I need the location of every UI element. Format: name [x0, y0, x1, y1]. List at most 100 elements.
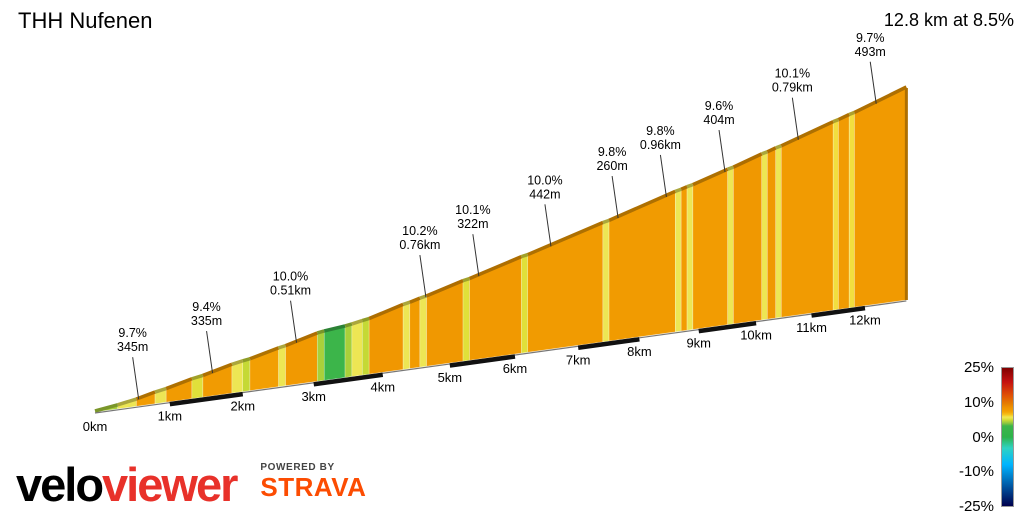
- gradient-segment: [521, 255, 529, 354]
- x-axis-tick-label: 6km: [503, 361, 528, 376]
- gradient-segment: [316, 331, 325, 382]
- gradient-segment: [848, 113, 855, 309]
- annotation-gradient: 10.0%: [527, 173, 562, 187]
- annotation-leader-line: [544, 204, 552, 247]
- gradient-segment: [727, 167, 734, 325]
- x-axis-tick-label: 11km: [796, 320, 827, 335]
- x-axis-tick-label: 4km: [370, 379, 395, 394]
- x-axis-tick-label: 0km: [83, 419, 108, 434]
- gradient-legend-labels: 25% 10% 0% -10% -25%: [959, 360, 994, 514]
- legend-label-neg25: -25%: [958, 498, 994, 515]
- legend-label-neg10: -10%: [958, 463, 994, 481]
- gradient-segment: [832, 120, 839, 311]
- x-axis-tick-label: 12km: [849, 313, 881, 328]
- profile-ridge-segment: [135, 390, 156, 401]
- gradient-segment: [278, 346, 286, 387]
- legend-label-0: 0%: [972, 428, 994, 446]
- veloviewer-logo[interactable]: veloviewer: [16, 461, 238, 508]
- profile-ridge-segment: [608, 189, 676, 222]
- profile-ridge-segment: [242, 357, 251, 363]
- profile-ridge-segment: [775, 144, 782, 150]
- annotation-length: 322m: [457, 217, 488, 231]
- gradient-segment: [527, 223, 604, 353]
- annotation-gradient: 9.7%: [856, 31, 885, 45]
- annotation-leader-line: [132, 357, 140, 400]
- veloviewer-logo-velo: velo: [16, 458, 104, 512]
- x-axis-tick-label: 7km: [566, 352, 591, 367]
- annotation-leader-line: [419, 255, 427, 298]
- profile-ridge-segment: [832, 117, 840, 124]
- annotation-leader-line: [290, 300, 298, 343]
- powered-by-strava: POWERED BY STRAVA: [260, 462, 366, 508]
- annotation-length: 260m: [596, 159, 627, 173]
- profile-ridge-segment: [361, 316, 370, 323]
- gradient-segment: [231, 361, 244, 394]
- profile-ridge-segment: [520, 252, 529, 259]
- profile-ridge-segment: [686, 182, 694, 189]
- gradient-segment: [469, 257, 522, 361]
- gradient-segment: [242, 359, 251, 392]
- annotation-length: 493m: [855, 45, 886, 59]
- gradient-segment: [680, 187, 688, 332]
- gradient-segment: [838, 115, 850, 310]
- gradient-segment: [323, 326, 346, 381]
- profile-ridge-segment: [249, 346, 280, 361]
- x-axis-tick-label: 2km: [230, 399, 255, 414]
- gradient-segment: [602, 221, 610, 343]
- axis-km-bar: [698, 320, 757, 334]
- gradient-segment: [692, 169, 728, 330]
- profile-ridge-segment: [780, 120, 834, 148]
- annotation-leader-line: [718, 129, 726, 173]
- annotation-gradient: 9.6%: [705, 99, 734, 113]
- gradient-segment: [402, 302, 411, 370]
- profile-ridge-segment: [202, 362, 233, 378]
- x-axis-tick-label: 5km: [438, 370, 463, 385]
- annotation-length: 0.51km: [270, 284, 311, 298]
- x-axis-tick-label: 8km: [627, 344, 652, 359]
- profile-ridge-segment: [231, 359, 244, 366]
- gradient-segment: [767, 148, 776, 320]
- veloviewer-logo-viewer: viewer: [102, 458, 238, 512]
- annotation-gradient: 9.4%: [192, 300, 221, 314]
- annotation-length: 0.79km: [772, 81, 813, 95]
- profile-ridge-segment: [602, 218, 610, 225]
- axis-km-bar: [577, 337, 640, 351]
- annotation-length: 0.96km: [640, 138, 681, 152]
- gradient-segment: [351, 321, 363, 377]
- annotation-gradient: 10.1%: [455, 203, 490, 217]
- profile-ridge-segment: [732, 152, 763, 169]
- profile-ridge-segment: [837, 112, 850, 122]
- legend-label-10: 10%: [963, 393, 994, 411]
- annotation-gradient: 9.7%: [118, 326, 147, 340]
- annotation-length: 404m: [703, 113, 734, 127]
- gradient-segment: [686, 185, 694, 331]
- annotation-gradient: 10.2%: [402, 224, 437, 238]
- profile-ridge-segment: [674, 187, 682, 194]
- annotation-gradient: 10.0%: [273, 270, 308, 284]
- annotation-leader-line: [472, 234, 480, 277]
- axis-km-bar: [449, 354, 516, 368]
- profile-ridge-segment: [727, 165, 734, 171]
- profile-ridge-segment: [853, 85, 908, 114]
- annotation-gradient: 9.8%: [646, 124, 675, 138]
- profile-ridge-segment: [848, 110, 856, 117]
- profile-ridge-segment: [692, 167, 729, 187]
- strava-logo[interactable]: STRAVA: [260, 472, 367, 503]
- annotation-leader-line: [791, 97, 799, 140]
- annotation-gradient: 9.8%: [598, 145, 627, 159]
- axis-km-bar: [313, 372, 384, 387]
- page-title: THH Nufenen: [18, 8, 153, 33]
- profile-ridge-segment: [344, 322, 353, 328]
- annotation-leader-line: [206, 330, 214, 374]
- profile-ridge-segment: [191, 373, 204, 381]
- gradient-segment: [285, 333, 318, 386]
- profile-ridge-segment: [277, 343, 287, 350]
- axis-km-bar: [811, 305, 866, 318]
- profile-ridge-segment: [368, 302, 404, 321]
- profile-ridge-segment: [284, 331, 318, 348]
- gradient-legend: 25% 10% 0% -10% -25%: [959, 360, 1014, 514]
- profile-ridge-segment: [316, 329, 325, 335]
- powered-by-label: POWERED BY: [260, 461, 335, 473]
- profile-ridge-segment: [680, 185, 688, 191]
